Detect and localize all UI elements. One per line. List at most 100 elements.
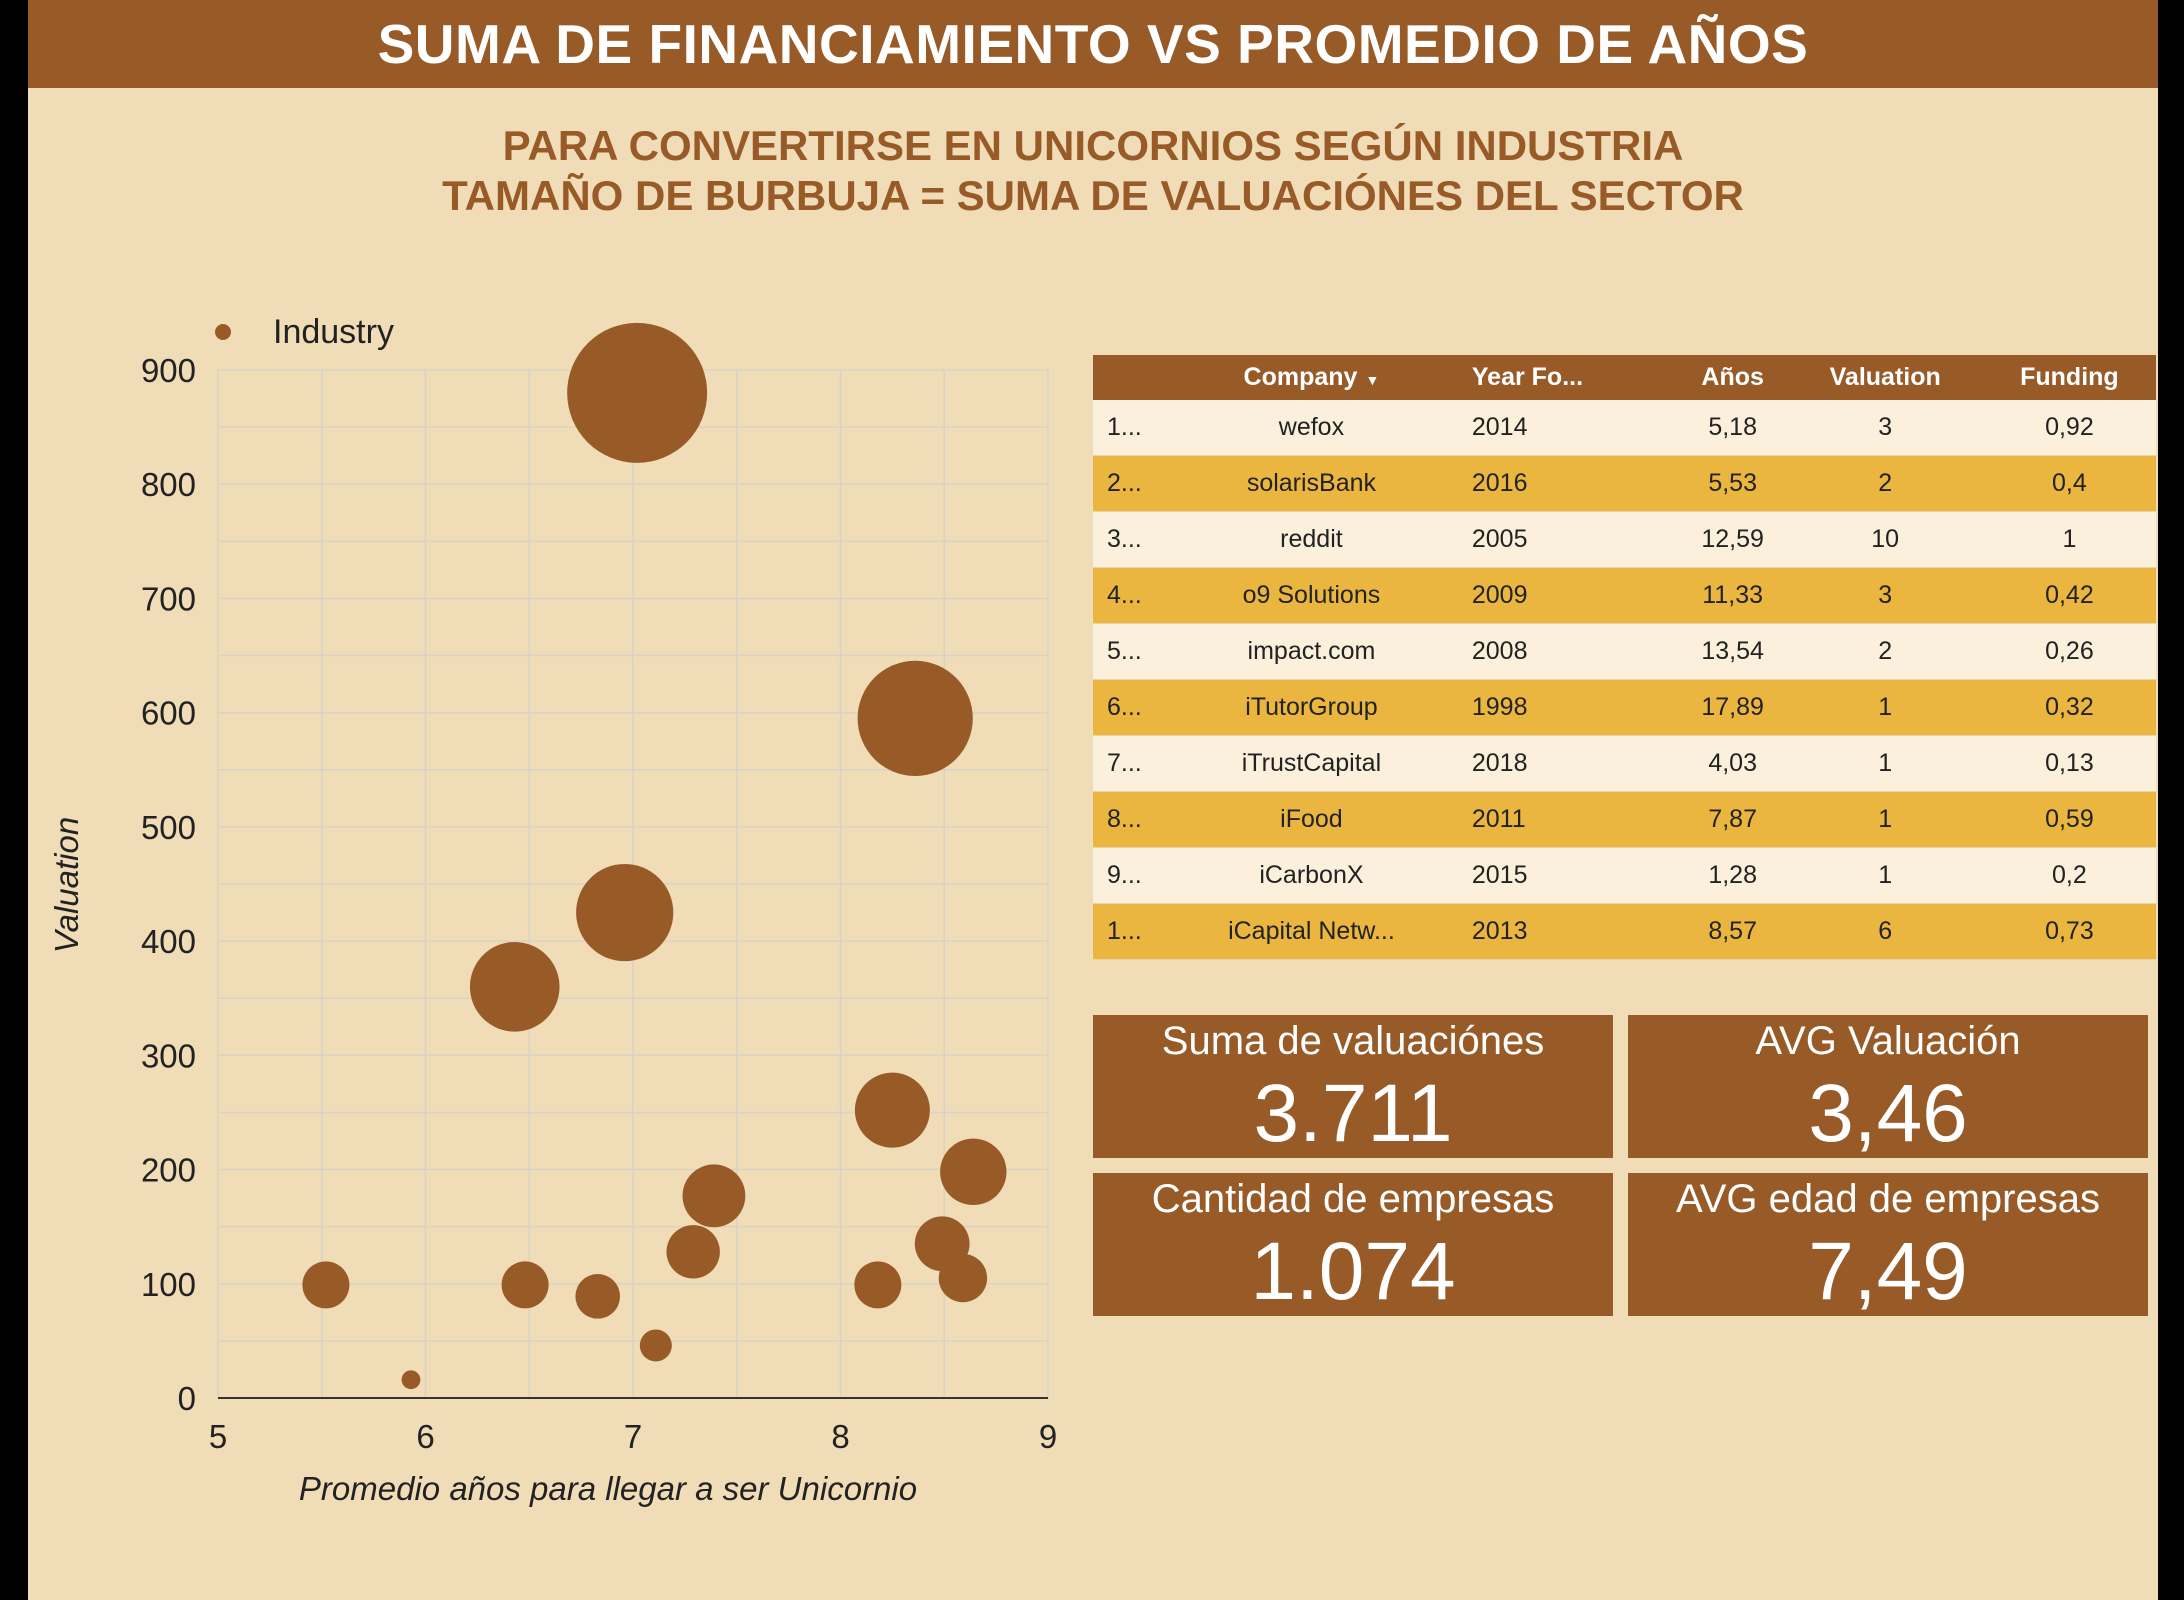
x-tick-label: 9 — [1039, 1418, 1057, 1455]
cell-funding: 0,4 — [1982, 455, 2156, 512]
cell-valuation: 3 — [1787, 567, 1983, 624]
cell-valuation: 1 — [1787, 847, 1983, 904]
y-axis-label: Valuation — [48, 817, 85, 953]
page-title: SUMA DE FINANCIAMIENTO VS PROMEDIO DE AÑ… — [28, 0, 2158, 88]
legend-label[interactable]: Industry — [273, 313, 394, 351]
cell-company: solarisBank — [1165, 455, 1458, 512]
bubble-point[interactable] — [666, 1225, 720, 1279]
cell-company: o9 Solutions — [1165, 567, 1458, 624]
cell-anos: 11,33 — [1677, 567, 1788, 624]
bubble-point[interactable] — [938, 1253, 988, 1303]
y-tick-label: 300 — [141, 1037, 196, 1074]
cell-index: 2... — [1093, 455, 1165, 512]
cell-anos: 5,53 — [1677, 455, 1788, 512]
table-row[interactable]: 3... reddit 2005 12,59 10 1 — [1093, 511, 2156, 568]
table-row[interactable]: 9... iCarbonX 2015 1,28 1 0,2 — [1093, 847, 2156, 904]
cell-index: 7... — [1093, 735, 1165, 792]
table-row[interactable]: 5... impact.com 2008 13,54 2 0,26 — [1093, 623, 2156, 680]
y-tick-label: 200 — [141, 1152, 196, 1189]
kpi-suma-valuaciones: Suma de valuaciónes 3.711 — [1093, 1015, 1613, 1159]
cell-valuation: 10 — [1787, 511, 1983, 568]
cell-year: 2018 — [1457, 735, 1678, 792]
bubble-point[interactable] — [854, 1072, 930, 1148]
cell-funding: 0,59 — [1982, 791, 2156, 848]
cell-anos: 13,54 — [1677, 623, 1788, 680]
bubble-point[interactable] — [854, 1261, 902, 1309]
kpi-cantidad-empresas: Cantidad de empresas 1.074 — [1093, 1173, 1613, 1317]
table-row[interactable]: 8... iFood 2011 7,87 1 0,59 — [1093, 791, 2156, 848]
bubble-point[interactable] — [575, 1274, 621, 1319]
table-row[interactable]: 1... wefox 2014 5,18 3 0,92 — [1093, 400, 2156, 456]
kpi-label: AVG edad de empresas — [1676, 1177, 2100, 1221]
cell-funding: 0,26 — [1982, 623, 2156, 680]
table-header-row: Company ▼ Year Fo... Años Valuation Fundi… — [1093, 355, 2156, 400]
col-header-valuation[interactable]: Valuation — [1787, 355, 1983, 400]
kpi-value: 3,46 — [1808, 1068, 1968, 1159]
cell-company: wefox — [1165, 400, 1458, 456]
cell-anos: 4,03 — [1677, 735, 1788, 792]
bubble-point[interactable] — [576, 863, 674, 962]
cell-valuation: 1 — [1787, 679, 1983, 736]
kpi-label: Cantidad de empresas — [1151, 1177, 1555, 1221]
cell-year: 2009 — [1457, 567, 1678, 624]
cell-company: iCapital Netw... — [1165, 903, 1458, 960]
cell-year: 2015 — [1457, 847, 1678, 904]
col-header-company[interactable]: Company ▼ — [1165, 355, 1458, 400]
bubble-point[interactable] — [501, 1261, 549, 1309]
bubble-point[interactable] — [469, 942, 560, 1032]
x-tick-label: 8 — [831, 1418, 849, 1455]
col-header-funding[interactable]: Funding — [1982, 355, 2156, 400]
kpi-avg-valuacion: AVG Valuación 3,46 — [1628, 1015, 2148, 1159]
cell-anos: 1,28 — [1677, 847, 1788, 904]
y-tick-label: 100 — [141, 1266, 196, 1303]
cell-index: 3... — [1093, 511, 1165, 568]
y-tick-label: 900 — [141, 352, 196, 389]
x-axis-label: Promedio años para llegar a ser Unicorni… — [299, 1470, 917, 1507]
cell-anos: 5,18 — [1677, 400, 1788, 456]
cell-index: 1... — [1093, 400, 1165, 456]
bubble-point[interactable] — [567, 322, 708, 463]
kpi-value: 3.711 — [1253, 1068, 1453, 1159]
table-row[interactable]: 2... solarisBank 2016 5,53 2 0,4 — [1093, 455, 2156, 512]
sort-desc-icon[interactable]: ▼ — [1365, 372, 1380, 388]
subtitle-line-1: PARA CONVERTIRSE EN UNICORNIOS SEGÚN IND… — [502, 122, 1684, 169]
table-row[interactable]: 1... iCapital Netw... 2013 8,57 6 0,73 — [1093, 903, 2156, 960]
cell-valuation: 2 — [1787, 623, 1983, 680]
bubble-point[interactable] — [302, 1261, 350, 1309]
bubble-point[interactable] — [940, 1138, 1007, 1206]
x-tick-label: 7 — [624, 1418, 642, 1455]
cell-valuation: 6 — [1787, 903, 1983, 960]
cell-anos: 12,59 — [1677, 511, 1788, 568]
cell-valuation: 2 — [1787, 455, 1983, 512]
kpi-value: 7,49 — [1808, 1226, 1968, 1317]
col-header-anos[interactable]: Años — [1677, 355, 1788, 400]
y-tick-label: 700 — [141, 580, 196, 617]
cell-anos: 17,89 — [1677, 679, 1788, 736]
col-header-year[interactable]: Year Fo... — [1457, 355, 1678, 400]
y-tick-label: 600 — [141, 695, 196, 732]
chart-axes: 0 100 200 300 400 500 600 700 800 900 5 6 7 8 9 — [141, 352, 1057, 1455]
cell-valuation: 1 — [1787, 735, 1983, 792]
x-tick-label: 5 — [209, 1418, 227, 1455]
bubble-chart: 0 100 200 300 400 500 600 700 800 900 5 6 7 8 9 Indust… — [48, 313, 1057, 1507]
table-row[interactable]: 4... o9 Solutions 2009 11,33 3 0,42 — [1093, 567, 2156, 624]
bubble-point[interactable] — [639, 1329, 672, 1362]
table-body: 1... wefox 2014 5,18 3 0,92 2... solarisBank 201… — [1093, 400, 2156, 960]
bubble-point[interactable] — [682, 1164, 746, 1228]
cell-index: 9... — [1093, 847, 1165, 904]
cell-year: 2013 — [1457, 903, 1678, 960]
cell-company: impact.com — [1165, 623, 1458, 680]
dashboard-page: SUMA DE FINANCIAMIENTO VS PROMEDIO DE AÑ… — [28, 0, 2158, 1600]
kpi-label: AVG Valuación — [1755, 1019, 2021, 1063]
cell-year: 2016 — [1457, 455, 1678, 512]
y-tick-label: 0 — [178, 1380, 196, 1417]
cell-company: iFood — [1165, 791, 1458, 848]
cell-funding: 0,73 — [1982, 903, 2156, 960]
table-row[interactable]: 6... iTutorGroup 1998 17,89 1 0,32 — [1093, 679, 2156, 736]
bubble-point[interactable] — [401, 1370, 421, 1390]
cell-funding: 0,92 — [1982, 400, 2156, 456]
kpi-avg-edad-empresas: AVG edad de empresas 7,49 — [1628, 1173, 2148, 1317]
table-row[interactable]: 7... iTrustCapital 2018 4,03 1 0,13 — [1093, 735, 2156, 792]
cell-funding: 1 — [1982, 511, 2156, 568]
bubble-point[interactable] — [857, 660, 973, 776]
